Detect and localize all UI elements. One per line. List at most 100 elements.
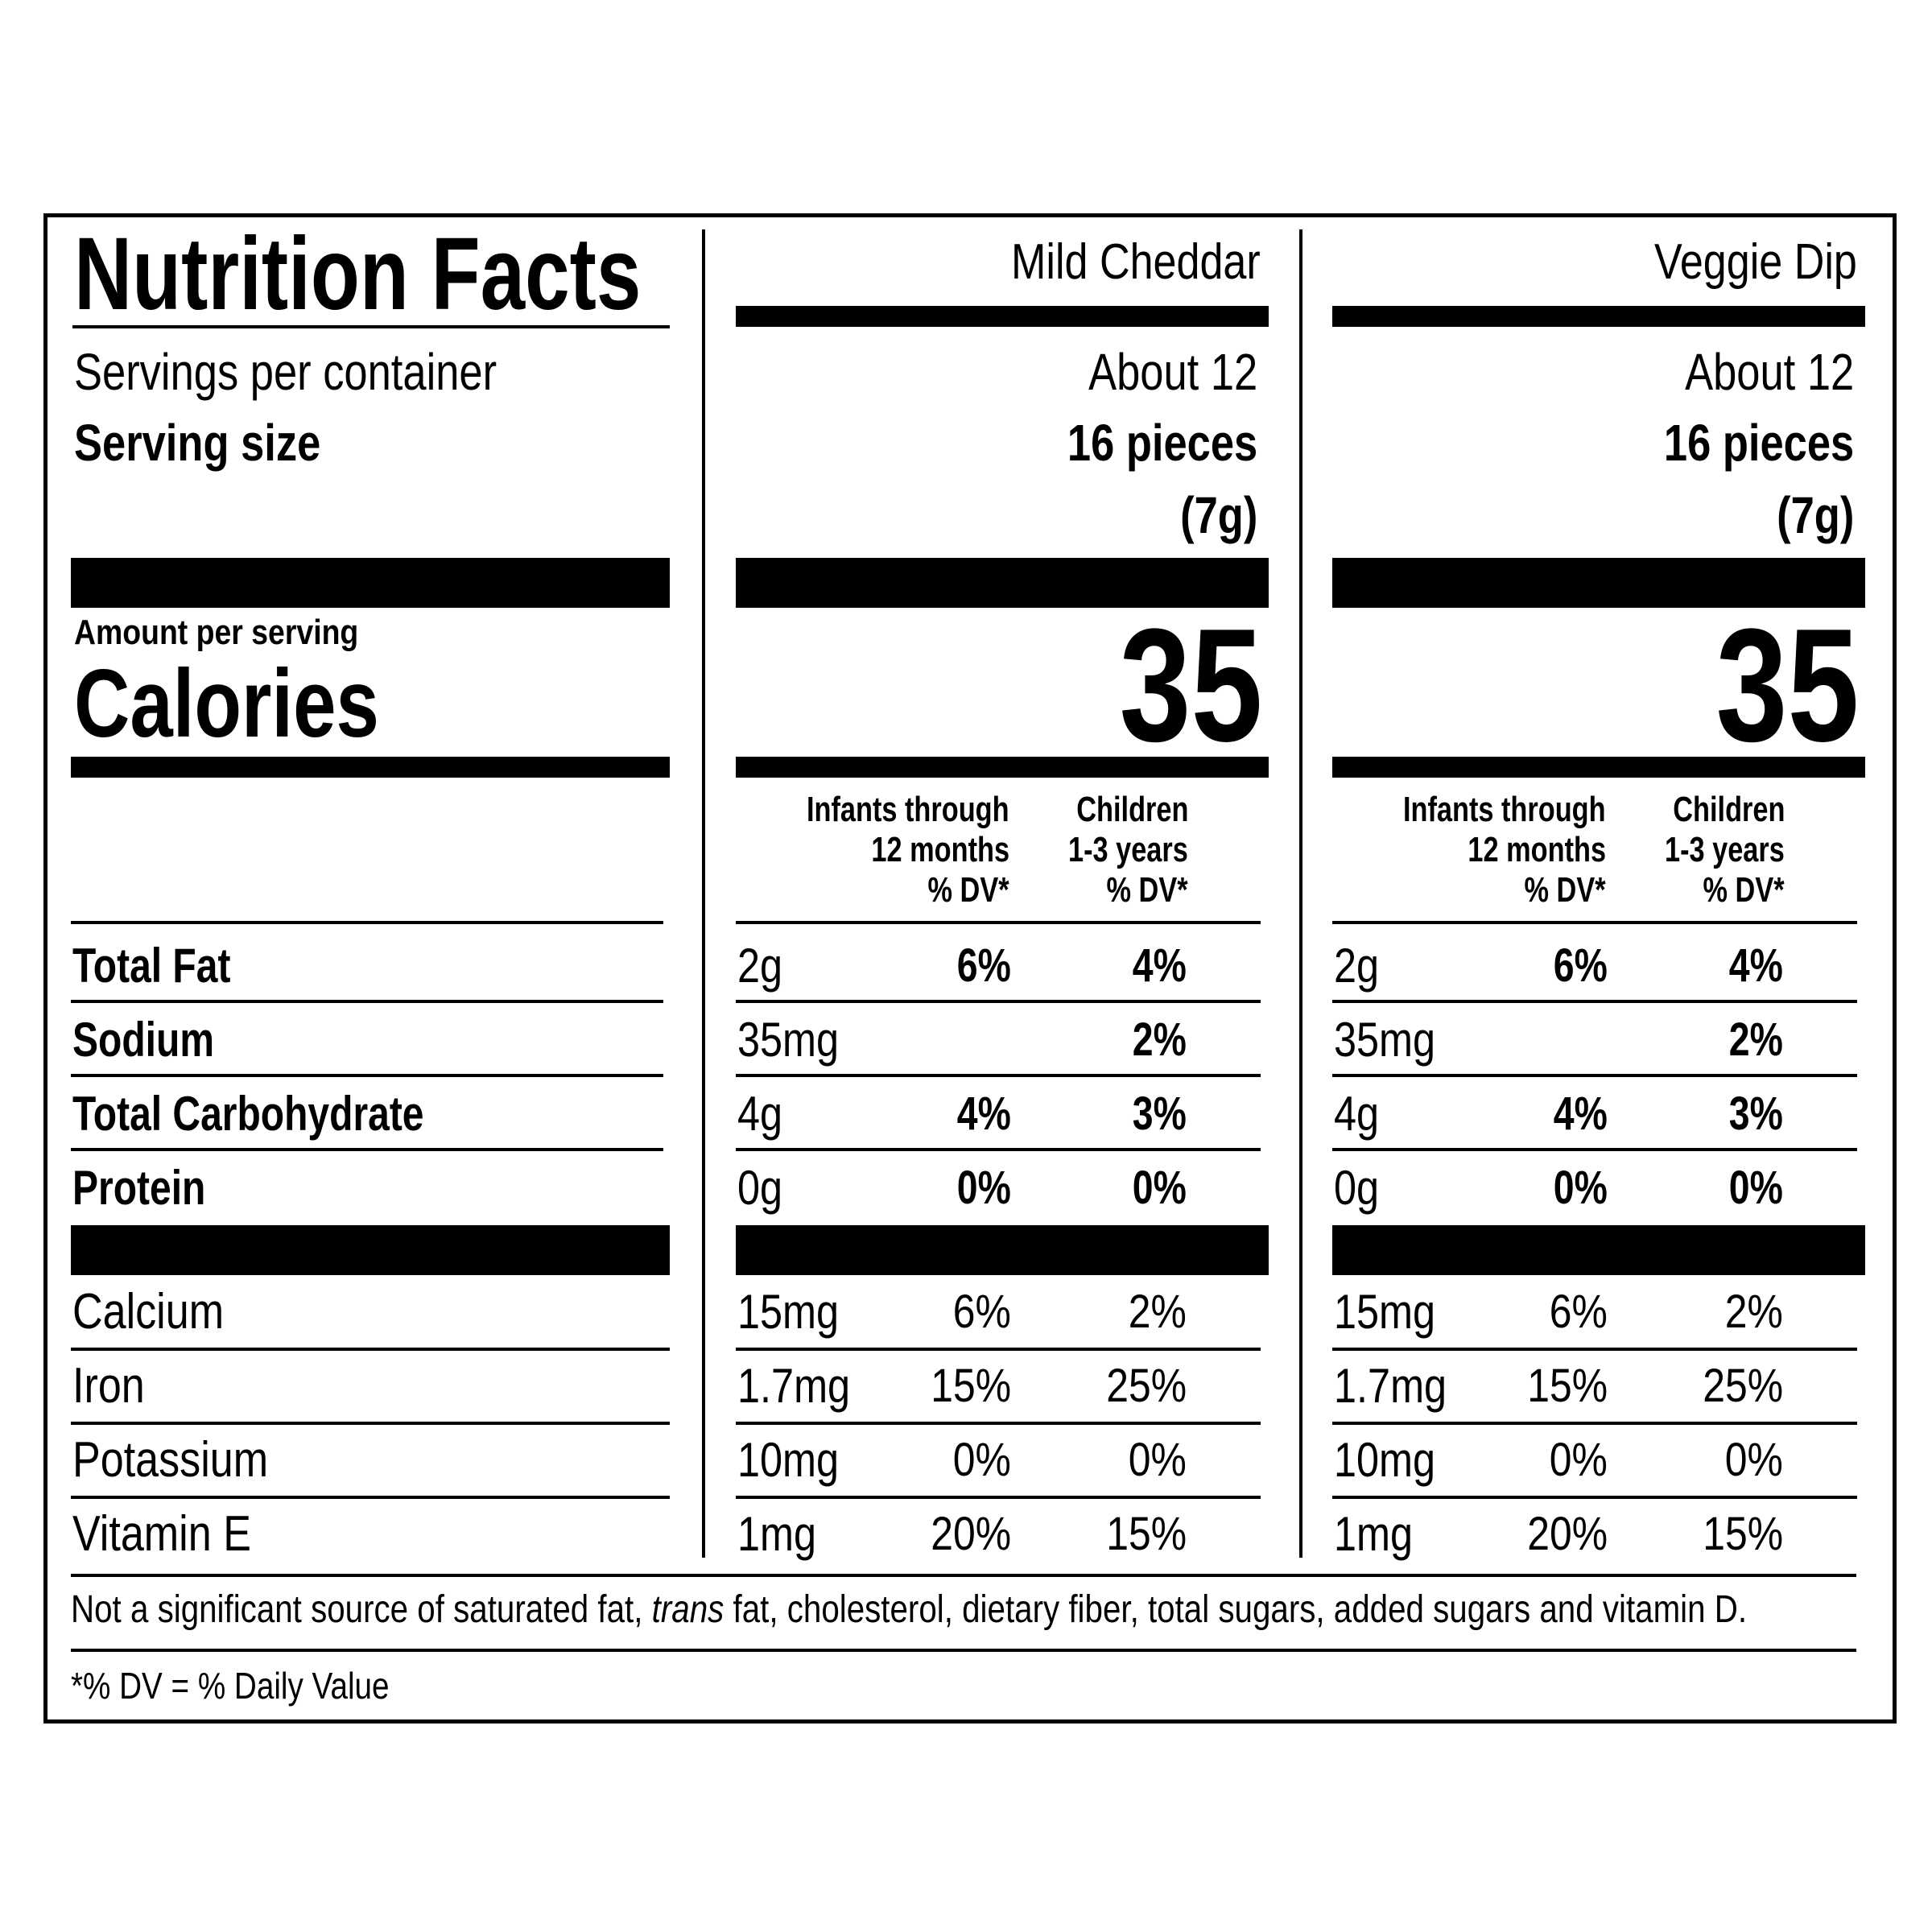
dv-header-infants: 12 months <box>871 830 1009 869</box>
serving-size-value: 16 pieces <box>1663 414 1854 472</box>
row-rule-product <box>736 1000 1261 1003</box>
nutrient-amount: 4g <box>737 1087 783 1141</box>
dv-children-value: 3% <box>1728 1088 1783 1140</box>
nutrition-facts-title: Nutrition Facts <box>74 217 642 332</box>
column-divider-1 <box>702 229 705 1558</box>
dv-children-value: 0% <box>1728 1162 1783 1214</box>
amount-per-serving-label: Amount per serving <box>74 613 359 652</box>
dv-children-value: 2% <box>1132 1013 1187 1066</box>
calories-value: 35 <box>1119 596 1262 775</box>
dv-children-value: 0% <box>1128 1434 1187 1486</box>
product-name: Mild Cheddar <box>1011 234 1261 290</box>
dv-infants-value: 4% <box>956 1088 1011 1140</box>
dv-header-infants: 12 months <box>1468 830 1606 869</box>
row-rule-product <box>736 1496 1261 1499</box>
dv-infants-value: 0% <box>956 1162 1011 1214</box>
dv-children-value: 2% <box>1724 1286 1783 1338</box>
row-rule-product <box>1332 1000 1857 1003</box>
product-header-bar <box>736 306 1269 327</box>
nutrient-amount: 4g <box>1334 1087 1380 1141</box>
dv-children-value: 3% <box>1132 1088 1187 1140</box>
product-header-bar <box>1332 306 1865 327</box>
servings-per-container-label: Servings per container <box>74 343 497 401</box>
dv-header-children: 1-3 years <box>1665 830 1785 869</box>
dv-header-infants: % DV* <box>1524 870 1606 910</box>
nutrient-label: Total Fat <box>72 939 231 993</box>
dv-infants-value: 20% <box>931 1508 1011 1560</box>
dv-infants-value: 20% <box>1527 1508 1608 1560</box>
serving-size-label: Serving size <box>74 414 321 472</box>
nutrient-label: Protein <box>72 1161 206 1215</box>
dv-header-infants: Infants through <box>807 790 1009 829</box>
product-name: Veggie Dip <box>1654 234 1857 290</box>
rule-left-top <box>71 921 663 924</box>
dv-children-value: 4% <box>1132 939 1187 992</box>
nutrient-amount: 1.7mg <box>1334 1359 1447 1413</box>
row-rule-product <box>1332 921 1857 924</box>
dv-infants-value: 0% <box>952 1434 1011 1486</box>
footer-rule-1 <box>71 1574 1856 1577</box>
thick-bar-left-1 <box>71 558 670 608</box>
dv-header-children: % DV* <box>1703 870 1785 910</box>
row-rule-left <box>71 1074 663 1077</box>
dv-children-value: 25% <box>1106 1360 1187 1412</box>
calories-label: Calories <box>74 650 379 758</box>
calories-bar-product <box>1332 757 1865 778</box>
row-rule-product <box>1332 1148 1857 1151</box>
calories-bar-left <box>71 757 670 778</box>
nutrient-label: Iron <box>72 1358 145 1414</box>
row-rule-product <box>736 1348 1261 1351</box>
dv-infants-value: 0% <box>1553 1162 1608 1214</box>
thick-bar-product-1 <box>736 558 1269 608</box>
row-rule-product <box>1332 1074 1857 1077</box>
dv-infants-value: 6% <box>956 939 1011 992</box>
dv-header-children: Children <box>1075 790 1188 829</box>
dv-children-value: 25% <box>1703 1360 1783 1412</box>
dv-header-infants: Infants through <box>1403 790 1606 829</box>
row-rule-product <box>1332 1496 1857 1499</box>
calories-value: 35 <box>1715 596 1859 775</box>
daily-value-note: *% DV = % Daily Value <box>71 1665 390 1707</box>
row-rule-left <box>71 1148 663 1151</box>
nutrient-amount: 15mg <box>737 1285 840 1339</box>
row-rule-product <box>736 1148 1261 1151</box>
nutrient-amount: 1.7mg <box>737 1359 851 1413</box>
column-divider-2 <box>1299 229 1302 1558</box>
dv-infants-value: 6% <box>1553 939 1608 992</box>
dv-children-value: 4% <box>1728 939 1783 992</box>
thick-bar-product-1 <box>1332 558 1865 608</box>
nutrient-label: Sodium <box>72 1013 214 1067</box>
nutrient-amount: 2g <box>737 939 783 993</box>
footnote-text: Not a significant source of saturated fa… <box>71 1588 1748 1631</box>
dv-children-value: 2% <box>1128 1286 1187 1338</box>
dv-children-value: 15% <box>1106 1508 1187 1560</box>
dv-infants-value: 15% <box>931 1360 1011 1412</box>
dv-header-children: Children <box>1672 790 1785 829</box>
nutrient-amount: 35mg <box>737 1013 840 1067</box>
row-rule-left <box>71 1348 670 1351</box>
nutrient-amount: 35mg <box>1334 1013 1436 1067</box>
nutrient-amount: 15mg <box>1334 1285 1436 1339</box>
serving-size-grams: (7g) <box>1776 486 1854 544</box>
row-rule-product <box>1332 1422 1857 1425</box>
row-rule-product <box>1332 1348 1857 1351</box>
dv-header-children: 1-3 years <box>1068 830 1188 869</box>
nutrient-amount: 1mg <box>737 1507 817 1561</box>
nutrient-amount: 0g <box>737 1161 783 1215</box>
nutrient-label: Calcium <box>72 1284 225 1340</box>
thick-bar-product-2 <box>736 1225 1269 1275</box>
nutrient-label: Potassium <box>72 1432 269 1488</box>
trans-italic: trans <box>651 1588 724 1631</box>
row-rule-left <box>71 1000 663 1003</box>
thick-bar-left-2 <box>71 1225 670 1275</box>
serving-size-value: 16 pieces <box>1067 414 1257 472</box>
nutrition-facts-panel <box>43 213 1897 1724</box>
row-rule-product <box>736 921 1261 924</box>
serving-size-grams: (7g) <box>1179 486 1257 544</box>
nutrient-label: Vitamin E <box>72 1506 251 1562</box>
dv-children-value: 15% <box>1703 1508 1783 1560</box>
dv-infants-value: 6% <box>952 1286 1011 1338</box>
dv-infants-value: 4% <box>1553 1088 1608 1140</box>
dv-children-value: 2% <box>1728 1013 1783 1066</box>
nutrient-label: Total Carbohydrate <box>72 1087 424 1141</box>
